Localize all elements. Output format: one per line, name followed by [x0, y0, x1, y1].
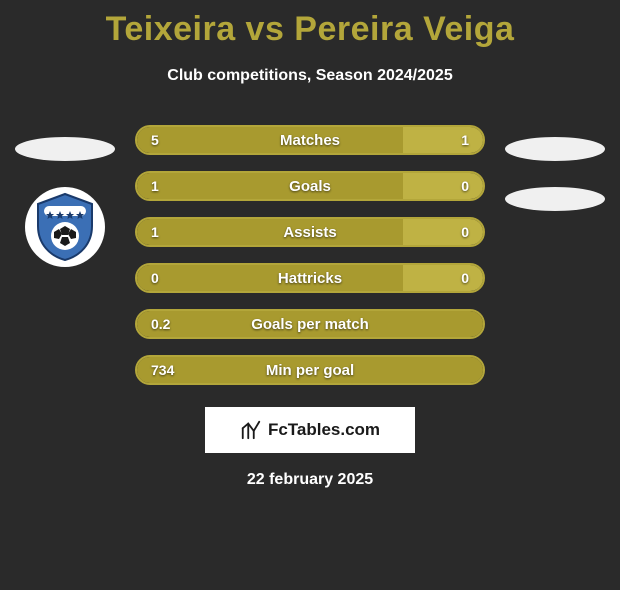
stat-seg-left	[137, 173, 403, 199]
snapshot-date: 22 february 2025	[0, 471, 620, 489]
club-badge-icon	[25, 187, 105, 267]
left-player-badges	[10, 137, 120, 267]
stat-row: 10Goals	[135, 171, 485, 201]
season-subtitle: Club competitions, Season 2024/2025	[0, 67, 620, 85]
stat-seg-right	[403, 173, 483, 199]
stat-seg-left	[137, 127, 403, 153]
stat-row: 734Min per goal	[135, 355, 485, 385]
stat-seg-right	[403, 127, 483, 153]
player-badge-placeholder	[505, 137, 605, 161]
stat-seg-left	[137, 357, 483, 383]
stat-seg-right	[403, 265, 483, 291]
stats-bars: 51Matches 10Goals 10Assists 00Hattricks 0.2G…	[135, 125, 485, 385]
stat-seg-left	[137, 265, 403, 291]
stat-row: 51Matches	[135, 125, 485, 155]
brand-logo-text: FcTables.com	[268, 420, 380, 440]
stat-row: 0.2Goals per match	[135, 309, 485, 339]
stat-row: 10Assists	[135, 217, 485, 247]
page-title: Teixeira vs Pereira Veiga	[0, 10, 620, 49]
stat-row: 00Hattricks	[135, 263, 485, 293]
right-player-badges	[500, 137, 610, 211]
stat-seg-left	[137, 311, 483, 337]
stat-seg-left	[137, 219, 403, 245]
player-badge-placeholder	[505, 187, 605, 211]
comparison-content: 51Matches 10Goals 10Assists 00Hattricks 0.2G…	[0, 125, 620, 385]
stat-seg-right	[403, 219, 483, 245]
brand-logo[interactable]: FcTables.com	[205, 407, 415, 453]
chart-icon	[240, 419, 262, 441]
player-badge-placeholder	[15, 137, 115, 161]
